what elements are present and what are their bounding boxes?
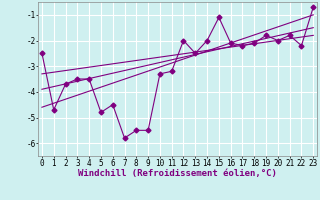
X-axis label: Windchill (Refroidissement éolien,°C): Windchill (Refroidissement éolien,°C) — [78, 169, 277, 178]
